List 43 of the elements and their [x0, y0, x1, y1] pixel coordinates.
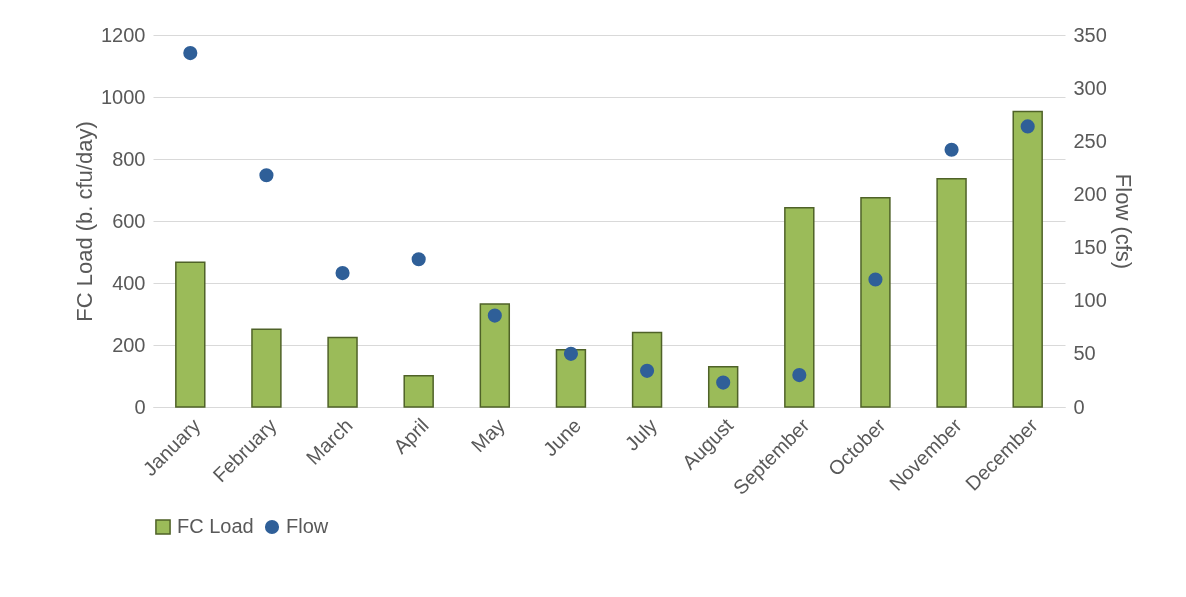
y2-axis-title: Flow (cfs): [1110, 173, 1136, 270]
legend-label: FC Load: [177, 515, 254, 537]
y2-tick-label: 50: [1073, 342, 1096, 365]
x-tick-label: July: [620, 414, 662, 455]
point: [1020, 119, 1035, 134]
legend-label: Flow: [286, 515, 329, 537]
bar: [403, 374, 434, 408]
y-tick-label: 200: [112, 333, 146, 356]
bar: [479, 303, 511, 408]
y2-tick-label: 200: [1073, 182, 1107, 205]
y-tick-label: 400: [112, 271, 146, 294]
point: [792, 368, 807, 383]
bar: [327, 336, 358, 408]
y2-tick-label: 100: [1073, 289, 1107, 312]
y-tick-label: 1000: [101, 85, 146, 108]
point: [411, 252, 426, 267]
point: [868, 272, 883, 287]
bar: [936, 178, 967, 408]
point: [183, 46, 198, 61]
point: [563, 346, 579, 361]
bar: [860, 197, 891, 408]
y-axis-title: FC Load (b. cfu/day): [72, 121, 98, 322]
point: [335, 266, 350, 281]
y-tick-label: 800: [112, 147, 146, 170]
point: [259, 168, 274, 183]
y-tick-label: 0: [134, 395, 146, 418]
point: [487, 308, 502, 323]
y2-tick-label: 350: [1073, 23, 1107, 46]
y2-tick-label: 250: [1073, 129, 1107, 152]
point: [944, 142, 959, 157]
bar: [631, 331, 663, 408]
bar: [251, 328, 282, 408]
bar: [555, 348, 587, 408]
point: [639, 363, 655, 378]
bar: [784, 206, 815, 408]
y-tick-label: 1200: [101, 23, 146, 46]
y2-tick-label: 300: [1073, 76, 1107, 99]
y-tick-label: 600: [112, 209, 146, 232]
bar: [1012, 110, 1043, 408]
bar: [175, 261, 206, 408]
y2-tick-label: 0: [1073, 395, 1085, 418]
y2-tick-label: 150: [1073, 236, 1107, 259]
x-tick-label: May: [466, 414, 509, 457]
